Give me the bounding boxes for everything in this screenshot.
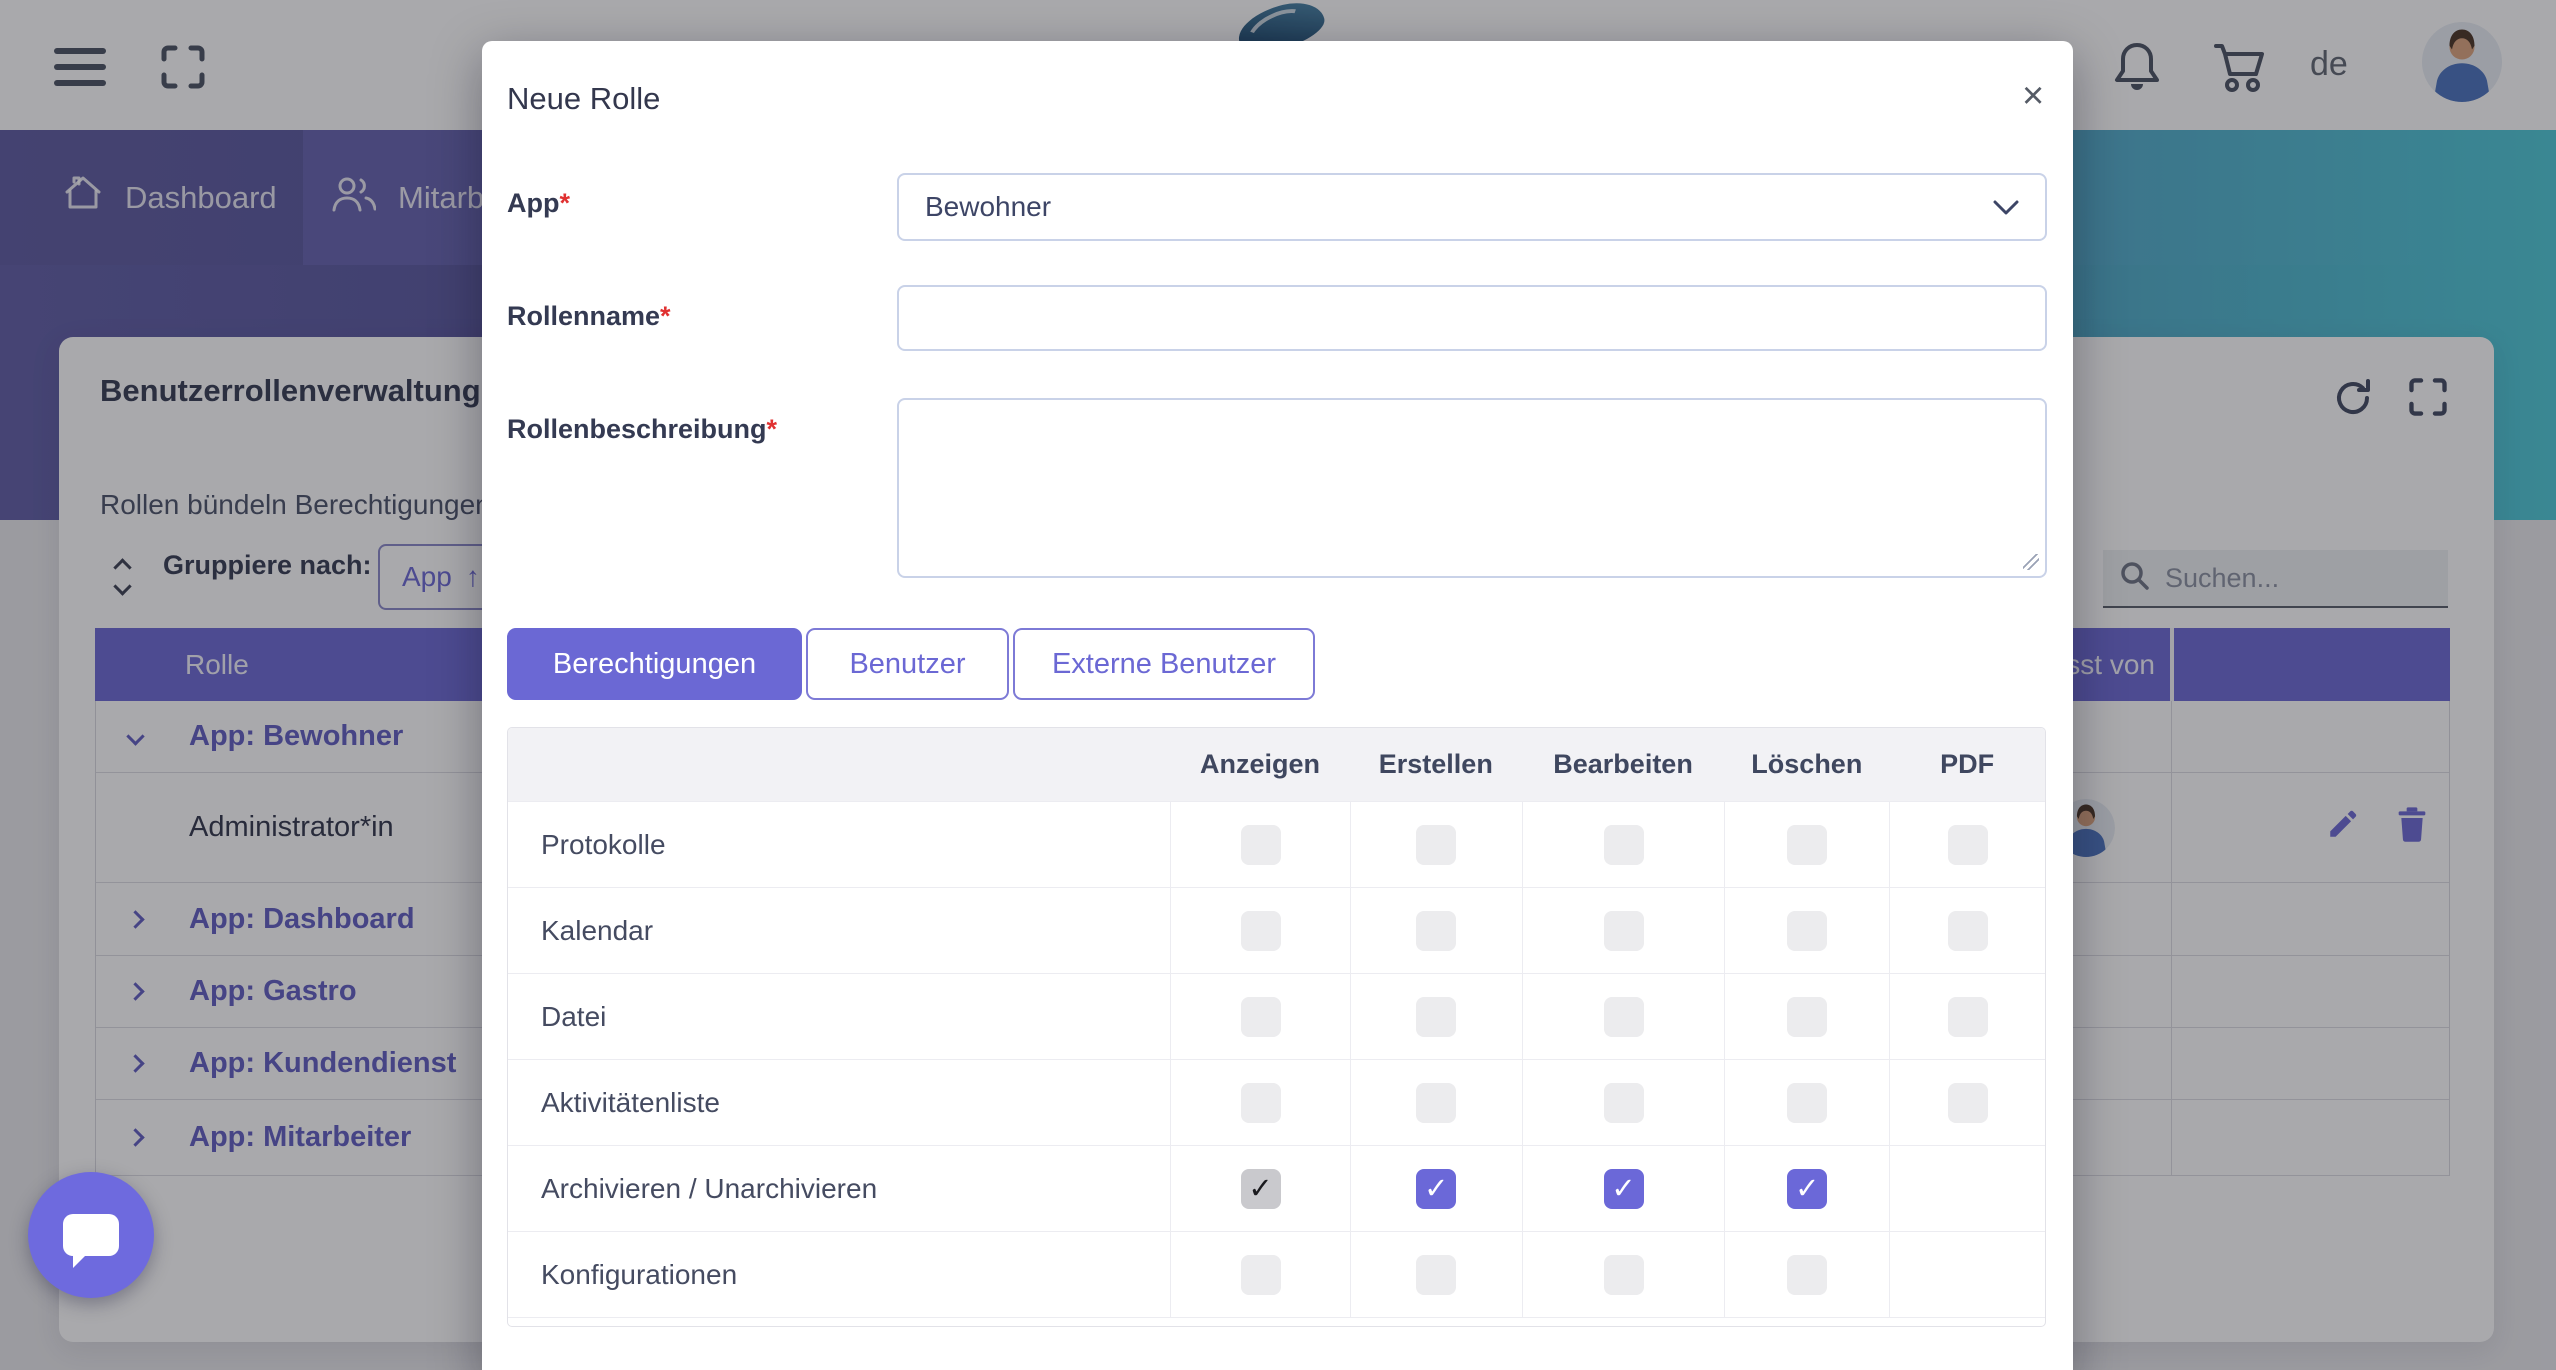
checkbox-erstellen[interactable] xyxy=(1416,1082,1457,1123)
nav-active-highlight xyxy=(0,130,303,265)
cart-icon[interactable] xyxy=(2212,42,2266,94)
column-header-rolle: Rolle xyxy=(185,648,249,680)
permission-row-archivieren: Archivieren / Unarchivieren xyxy=(508,1145,2045,1231)
checkbox-erstellen[interactable] xyxy=(1416,910,1457,951)
modal-title: Neue Rolle xyxy=(507,81,661,116)
required-asterisk: * xyxy=(559,188,570,218)
tab-berechtigungen[interactable]: Berechtigungen xyxy=(507,628,802,700)
nav-item-label: Dashboard xyxy=(125,179,277,215)
chat-widget-button[interactable] xyxy=(28,1172,154,1298)
permission-row-aktivitaetenliste: Aktivitätenliste xyxy=(508,1059,2045,1145)
checkbox-pdf[interactable] xyxy=(1947,1082,1988,1123)
checkbox-loeschen[interactable] xyxy=(1787,996,1828,1037)
chat-bubble-icon xyxy=(63,1214,119,1268)
rollenbeschreibung-field-label: Rollenbeschreibung* xyxy=(507,414,778,444)
checkbox-bearbeiten[interactable] xyxy=(1603,996,1644,1037)
checkbox-erstellen[interactable] xyxy=(1416,824,1457,865)
chevron-down-icon xyxy=(1993,191,2019,223)
app-select-value: Bewohner xyxy=(925,191,1052,222)
checkbox-anzeigen[interactable] xyxy=(1240,1168,1281,1209)
rollenname-input-wrap xyxy=(897,285,2047,351)
search-icon xyxy=(2119,560,2151,597)
home-icon xyxy=(63,174,103,222)
column-header-pdf: PDF xyxy=(1940,749,1995,779)
checkbox-pdf[interactable] xyxy=(1947,824,1988,865)
permission-row-konfigurationen: Konfigurationen xyxy=(508,1231,2045,1317)
checkbox-bearbeiten[interactable] xyxy=(1603,1082,1644,1123)
checkbox-loeschen[interactable] xyxy=(1787,824,1828,865)
checkbox-anzeigen[interactable] xyxy=(1240,996,1281,1037)
permissions-table: Anzeigen Erstellen Bearbeiten Löschen PD… xyxy=(507,727,2046,1327)
search-input[interactable] xyxy=(2163,561,2413,595)
checkbox-pdf[interactable] xyxy=(1947,996,1988,1037)
table-bottom-filler xyxy=(508,1317,2045,1326)
column-header-erstellen: Erstellen xyxy=(1378,749,1493,779)
checkbox-loeschen[interactable] xyxy=(1787,1254,1828,1295)
notifications-bell-icon[interactable] xyxy=(2112,40,2162,94)
checkbox-bearbeiten[interactable] xyxy=(1603,1168,1644,1209)
edit-pencil-icon[interactable] xyxy=(2326,807,2360,849)
tab-benutzer[interactable]: Benutzer xyxy=(806,628,1009,700)
column-header-bearbeiten: Bearbeiten xyxy=(1553,749,1693,779)
app-select[interactable]: Bewohner xyxy=(897,173,2047,241)
checkbox-pdf[interactable] xyxy=(1947,910,1988,951)
refresh-icon[interactable] xyxy=(2332,377,2374,424)
required-asterisk: * xyxy=(660,301,671,331)
neue-rolle-modal: Neue Rolle × App* Bewohner Rollenname* R… xyxy=(482,41,2073,1370)
row-actions xyxy=(2326,806,2428,850)
close-icon[interactable]: × xyxy=(2022,75,2045,117)
rollenname-input[interactable] xyxy=(899,287,2045,349)
app-field-label: App* xyxy=(507,188,570,218)
permission-row-kalendar: Kalendar xyxy=(508,887,2045,973)
column-header-anzeigen: Anzeigen xyxy=(1200,749,1321,779)
checkbox-bearbeiten[interactable] xyxy=(1603,824,1644,865)
sort-asc-arrow: ↑ xyxy=(465,561,480,592)
panel-toolbar xyxy=(2332,377,2448,424)
group-by-label: Gruppiere nach: xyxy=(163,550,372,580)
fullscreen-icon[interactable] xyxy=(160,44,206,90)
modal-tabs: Berechtigungen Benutzer Externe Benutzer xyxy=(507,628,1315,700)
checkbox-bearbeiten[interactable] xyxy=(1603,1254,1644,1295)
tab-externe-benutzer[interactable]: Externe Benutzer xyxy=(1013,628,1315,700)
checkbox-anzeigen[interactable] xyxy=(1240,824,1281,865)
locale-switcher[interactable]: de xyxy=(2310,45,2348,83)
checkbox-anzeigen[interactable] xyxy=(1240,1254,1281,1295)
checkbox-erstellen[interactable] xyxy=(1416,996,1457,1037)
panel-title: Benutzerrollenverwaltung xyxy=(100,373,481,408)
permission-row-protokolle: Protokolle xyxy=(508,801,2045,887)
delete-trash-icon[interactable] xyxy=(2396,806,2428,850)
permissions-table-header: Anzeigen Erstellen Bearbeiten Löschen PD… xyxy=(508,728,2045,801)
nav-item-dashboard[interactable]: Dashboard xyxy=(63,130,277,265)
user-avatar[interactable] xyxy=(2422,22,2502,102)
column-header-loeschen: Löschen xyxy=(1751,749,1863,779)
checkbox-erstellen[interactable] xyxy=(1416,1254,1457,1295)
checkbox-anzeigen[interactable] xyxy=(1240,1082,1281,1123)
checkbox-loeschen[interactable] xyxy=(1787,910,1828,951)
group-by-value: App xyxy=(402,561,452,592)
header-column-divider xyxy=(2170,628,2174,701)
rollenbeschreibung-textarea-wrap xyxy=(897,398,2047,578)
permission-row-datei: Datei xyxy=(508,973,2045,1059)
search-box xyxy=(2103,550,2448,608)
checkbox-bearbeiten[interactable] xyxy=(1603,910,1644,951)
checkbox-loeschen[interactable] xyxy=(1787,1168,1828,1209)
checkbox-loeschen[interactable] xyxy=(1787,1082,1828,1123)
required-asterisk: * xyxy=(766,414,778,444)
rollenname-field-label: Rollenname* xyxy=(507,301,671,331)
resize-grip[interactable] xyxy=(2023,554,2039,570)
users-icon xyxy=(330,174,377,222)
checkbox-anzeigen[interactable] xyxy=(1240,910,1281,951)
panel-subtitle: Rollen bündeln Berechtigungen xyxy=(100,489,491,520)
rollenbeschreibung-textarea[interactable] xyxy=(899,400,2045,576)
expand-icon[interactable] xyxy=(2408,377,2448,424)
checkbox-erstellen[interactable] xyxy=(1416,1168,1457,1209)
hamburger-menu-icon[interactable] xyxy=(52,46,108,88)
